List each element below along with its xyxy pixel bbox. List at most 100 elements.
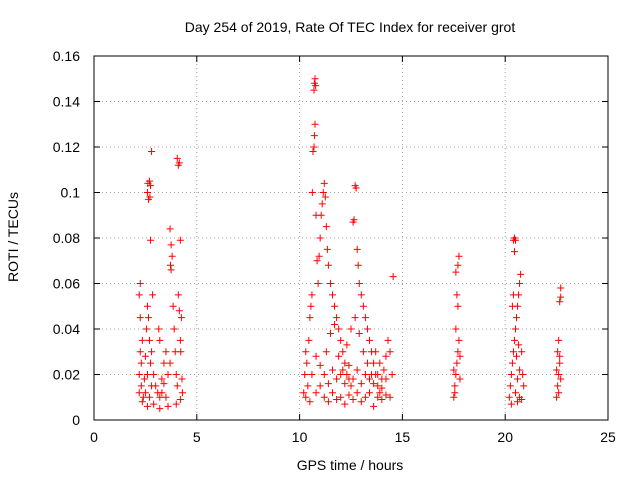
data-point xyxy=(318,200,326,208)
data-point xyxy=(310,86,318,94)
data-point xyxy=(452,268,460,276)
data-point xyxy=(176,336,184,344)
x-tick-label: 25 xyxy=(600,429,616,445)
data-point xyxy=(386,393,394,401)
data-point xyxy=(173,382,181,390)
data-point xyxy=(368,371,376,378)
data-point xyxy=(173,154,181,162)
data-point xyxy=(162,393,170,401)
data-point xyxy=(302,393,310,401)
data-point xyxy=(146,393,154,401)
data-point xyxy=(321,193,329,201)
data-point xyxy=(347,382,355,390)
y-tick-label: 0.1 xyxy=(61,185,81,201)
data-point xyxy=(143,371,151,378)
data-point xyxy=(309,148,317,156)
data-point xyxy=(556,298,564,306)
data-point xyxy=(456,352,464,360)
data-point xyxy=(146,336,154,344)
data-point xyxy=(172,371,180,378)
y-tick-label: 0.14 xyxy=(53,94,80,110)
data-point xyxy=(300,389,308,397)
data-point xyxy=(553,366,561,374)
data-point xyxy=(333,314,341,322)
data-point xyxy=(514,398,522,406)
data-point xyxy=(335,352,343,360)
data-point xyxy=(347,325,355,333)
data-point xyxy=(386,348,394,356)
x-tick-label: 20 xyxy=(497,429,513,445)
data-point xyxy=(511,325,519,333)
data-point xyxy=(517,270,525,278)
data-point xyxy=(380,366,388,374)
data-point xyxy=(312,352,320,360)
chart-title: Day 254 of 2019, Rate Of TEC Index for r… xyxy=(185,19,516,35)
data-point xyxy=(147,236,155,244)
data-point xyxy=(136,314,144,322)
data-point xyxy=(150,400,158,408)
data-point xyxy=(345,391,353,399)
data-point xyxy=(326,280,334,287)
data-point xyxy=(456,375,464,383)
data-point xyxy=(337,371,345,378)
data-point xyxy=(454,302,462,310)
data-point xyxy=(505,393,513,401)
data-point xyxy=(557,293,565,301)
data-point xyxy=(324,380,332,388)
data-point xyxy=(452,371,460,378)
y-tick-label: 0.04 xyxy=(53,321,80,337)
data-point xyxy=(374,371,382,378)
data-point xyxy=(335,325,343,333)
y-tick-label: 0.16 xyxy=(53,48,80,64)
data-point xyxy=(322,348,330,356)
data-point xyxy=(450,366,458,374)
data-point xyxy=(156,393,164,401)
data-point xyxy=(382,352,390,360)
data-point xyxy=(510,336,518,344)
data-point xyxy=(144,314,152,322)
data-point xyxy=(308,291,316,299)
data-point xyxy=(508,359,516,367)
data-point xyxy=(370,380,378,388)
data-point xyxy=(313,257,321,265)
x-axis-label: GPS time / hours xyxy=(297,457,404,473)
data-point xyxy=(455,252,463,260)
data-point xyxy=(374,382,382,390)
data-point xyxy=(306,398,314,406)
data-point xyxy=(138,398,146,406)
data-point xyxy=(451,389,459,397)
data-point xyxy=(158,389,166,397)
data-point xyxy=(354,261,362,269)
data-point xyxy=(515,341,523,349)
data-point xyxy=(139,393,147,401)
data-point xyxy=(320,393,328,401)
data-point xyxy=(176,396,184,404)
data-point xyxy=(314,280,322,287)
data-point xyxy=(389,273,397,281)
data-point xyxy=(351,314,359,322)
data-point xyxy=(363,359,371,367)
data-point xyxy=(143,302,151,310)
data-point xyxy=(175,159,183,167)
data-point xyxy=(341,380,349,388)
data-point xyxy=(352,184,360,192)
y-tick-label: 0 xyxy=(72,412,80,428)
data-point xyxy=(310,132,318,140)
data-point xyxy=(304,382,312,390)
data-point xyxy=(333,375,341,383)
data-point xyxy=(136,348,144,356)
data-point xyxy=(136,280,144,287)
data-points xyxy=(135,75,565,413)
data-point xyxy=(320,179,328,187)
data-point xyxy=(141,352,149,360)
data-point xyxy=(382,391,390,399)
data-point xyxy=(137,359,145,367)
data-point xyxy=(156,405,164,413)
data-point xyxy=(366,375,374,383)
data-point xyxy=(311,75,319,83)
data-point xyxy=(303,359,311,367)
data-point xyxy=(519,371,527,378)
data-point xyxy=(315,252,323,260)
data-point xyxy=(148,348,156,356)
data-point xyxy=(305,336,313,344)
